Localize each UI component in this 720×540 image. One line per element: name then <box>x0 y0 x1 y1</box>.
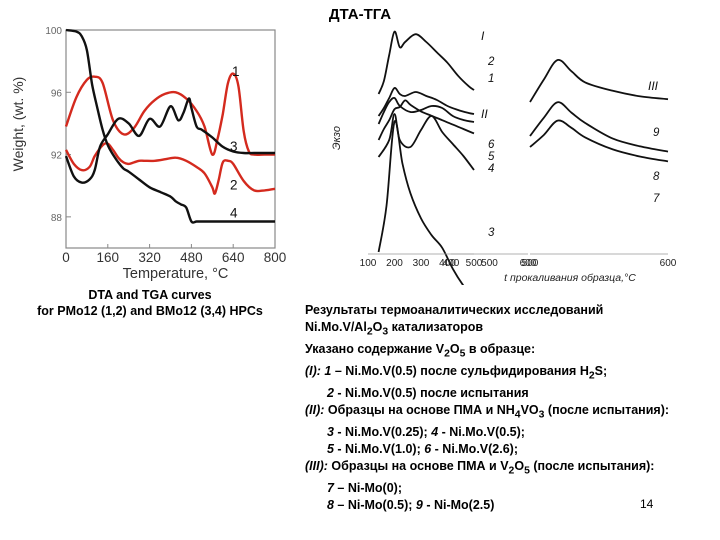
exo-series-8-line <box>529 101 669 153</box>
exo-series-2-line <box>377 30 475 95</box>
exo-x-tick-label: 200 <box>386 258 403 269</box>
tga-dta-chart: 100 96 92 88 0 160 320 480 640 800 Temperature, °C… <box>10 26 287 282</box>
exo-x-axis-label: t прокаливания образца,°C <box>504 272 636 284</box>
y-tick-label: 96 <box>51 88 63 99</box>
caption-line: for PMo12 (1,2) and BMo12 (3,4) HPCs <box>37 304 263 318</box>
exo-group-label: I <box>481 29 485 43</box>
exo-series-6-line <box>377 87 475 117</box>
exo-curve-label: 6 <box>488 139 495 151</box>
exo-x-tick-label: 400 <box>439 258 456 269</box>
curve-label: 2 <box>230 178 238 193</box>
exo-curve-label: 2 <box>487 56 495 68</box>
exo-curve-label: 3 <box>488 227 495 239</box>
exo-series-7-line <box>529 119 669 163</box>
exo-curve-label: 8 <box>653 171 660 183</box>
series-2-line <box>64 142 276 195</box>
exo-series-1-line <box>377 113 475 171</box>
exo-x-tick-label: 300 <box>413 258 430 269</box>
exo-x-tick-label: 500 <box>481 258 498 269</box>
desc-line-7: 3 - Ni.Mo.V(0.25); 4 - Ni.Mo.V(0.5); <box>327 424 525 439</box>
series-3-line <box>64 97 275 184</box>
curve-label: 4 <box>230 206 238 221</box>
exo-curve-label: 1 <box>488 73 494 85</box>
series-1-line <box>64 72 275 157</box>
x-tick-label: 160 <box>97 250 120 265</box>
desc-line-9: (III): Образцы на основе ПМА и V2O5 (пос… <box>305 459 655 477</box>
exo-x-tick-label: 600 <box>520 258 537 269</box>
exo-x-tick-label: 100 <box>360 258 377 269</box>
exo-curve-label: 9 <box>653 127 660 139</box>
exo-series-3-line <box>377 120 465 285</box>
desc-line-6: (II): Образцы на основе ПМА и NH4VO3 (по… <box>305 402 670 421</box>
exo-x-tick-label: 500 <box>522 258 539 269</box>
exo-curve-label: 5 <box>488 151 495 163</box>
left-chart-caption: DTA and TGA curves for PMo12 (1,2) and B… <box>0 287 300 319</box>
page-number: 14 <box>640 497 654 511</box>
results-description: Результаты термоаналитических исследован… <box>305 302 717 515</box>
exo-series-4-line <box>377 99 475 141</box>
y-axis-label: Weight, (wt. %) <box>10 77 26 172</box>
caption-line: DTA and TGA curves <box>88 288 212 302</box>
exo-curve-label: 4 <box>488 163 494 175</box>
exo-series-5-line <box>377 96 475 125</box>
series-4-line <box>65 28 275 224</box>
exo-x-tick-label: 500 <box>466 258 483 269</box>
desc-line-10: 7 – Ni-Mo(0); <box>327 481 403 496</box>
curve-label: 3 <box>230 139 238 154</box>
y-tick-label: 88 <box>51 213 63 224</box>
exo-x-tick-label: 600 <box>660 258 677 269</box>
x-axis-label: Temperature, °C <box>123 266 229 282</box>
x-tick-label: 800 <box>264 250 287 265</box>
desc-line-1: Результаты термоаналитических исследован… <box>305 303 604 317</box>
desc-line-2: Ni.Mo.V/Al2O3 катализаторов <box>305 320 484 338</box>
x-tick-label: 640 <box>222 250 245 265</box>
desc-line-5: 2 - Ni.Mo.V(0.5) после испытания <box>327 385 529 400</box>
exo-series-9-line <box>529 59 669 103</box>
exo-y-axis-label: Экзо <box>331 126 343 150</box>
desc-line-8: 5 - Ni.Mo.V(1.0); 6 - Ni.Mo.V(2.6); <box>327 442 518 457</box>
curve-label: 1 <box>232 64 240 79</box>
desc-line-4: (I): 1 – Ni.Mo.V(0.5) после сульфидирова… <box>305 363 608 382</box>
exo-x-tick-label: 400 <box>443 258 460 269</box>
desc-line-3: Указано содержание V2O5 в образце: <box>305 342 536 360</box>
desc-line-11: 8 – Ni-Mo(0.5); 9 - Ni-Mo(2.5) <box>327 498 495 513</box>
plot-frame <box>65 29 276 249</box>
y-tick-label: 92 <box>51 151 63 162</box>
x-tick-label: 0 <box>62 250 70 265</box>
exo-curve-label: 7 <box>653 193 660 205</box>
slide-title: ДТА-ТГА <box>328 6 392 23</box>
exo-group-label: III <box>648 79 659 93</box>
x-tick-label: 320 <box>138 250 161 265</box>
y-tick-label: 100 <box>45 26 62 37</box>
exo-group-label: II <box>481 107 488 121</box>
x-tick-label: 480 <box>180 250 203 265</box>
